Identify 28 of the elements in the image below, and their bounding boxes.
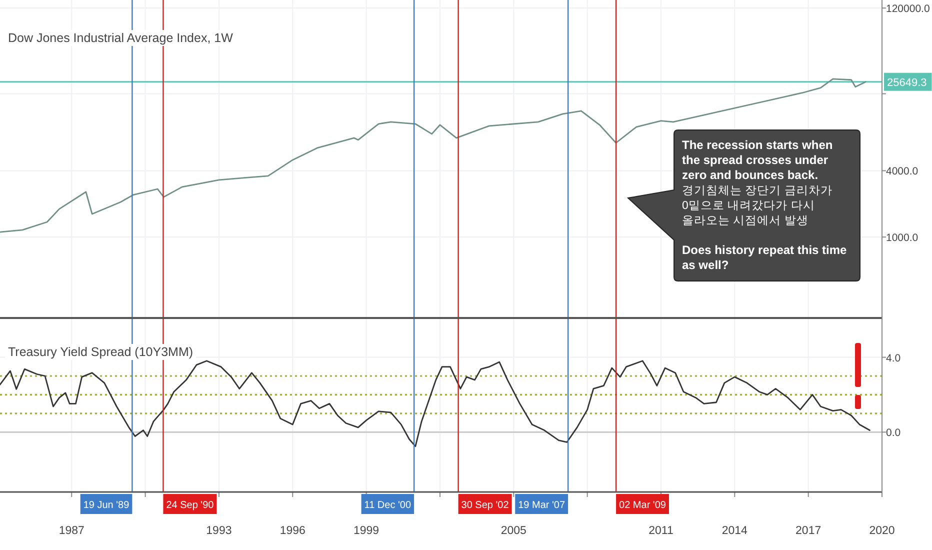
x-tick-label: 2014: [722, 525, 748, 537]
ref-line-label: 25649.3: [887, 76, 927, 89]
text: Treasury Yield Spread (10Y3MM): [8, 345, 194, 359]
x-tick-label: 2005: [500, 525, 526, 537]
ref-line-label: 30 Sep '02: [461, 500, 510, 511]
line-series: [0, 360, 870, 448]
ref-line-label: 19 Jun '89: [83, 500, 130, 511]
x-tick-label: 2017: [796, 525, 822, 537]
x-tick-label: 1999: [354, 525, 380, 537]
x-tick-label: 1987: [58, 525, 84, 537]
ref-line-label: 24 Sep '90: [166, 500, 214, 511]
y-tick-label: 120000.0: [886, 3, 930, 16]
x-tick-label: 1996: [280, 525, 306, 537]
y-tick-label: 4000.0: [886, 166, 918, 178]
ref-line-label: 02 Mar '09: [619, 500, 666, 511]
annotation: The recession starts when the spread crosses under zero and bounces back.: [682, 138, 833, 182]
annotation: Does history repeat this time as well?: [682, 243, 848, 272]
annotation: 경기침체는 장단기 금리차가 0밑으로 내려갔다가 다시 올라오는 시점에서 발생: [682, 185, 832, 227]
ref-line-label: 19 Mar '07: [518, 500, 566, 511]
y-tick-label: 0.0: [886, 427, 901, 440]
y-tick-label: 4.0: [886, 352, 901, 364]
y-tick-label: 1000.0: [886, 232, 918, 244]
ref-line-label: 11 Dec '00: [364, 500, 412, 511]
x-tick-label: 2011: [648, 525, 674, 537]
x-tick-label: 2020: [869, 525, 895, 537]
text: Dow Jones Industrial Average Index, 1W: [8, 31, 234, 45]
line-series: [0, 78, 866, 233]
x-tick-label: 1993: [206, 525, 232, 537]
